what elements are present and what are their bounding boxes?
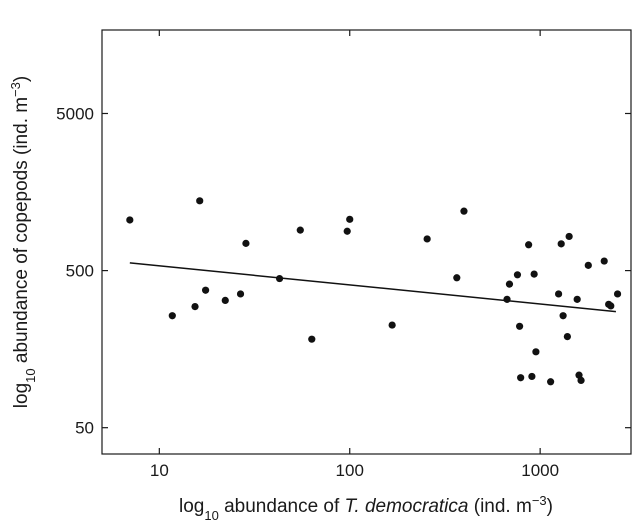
- x-tick-label: 100: [336, 461, 364, 480]
- data-point: [547, 378, 555, 386]
- data-point: [565, 232, 573, 241]
- y-tick-label: 500: [66, 262, 94, 281]
- data-point: [532, 348, 540, 356]
- data-point: [453, 274, 461, 282]
- data-point: [557, 240, 565, 248]
- data-point: [296, 226, 304, 234]
- data-point: [505, 280, 514, 288]
- data-point: [201, 286, 210, 294]
- data-point: [503, 295, 511, 303]
- plot-frame: [101, 29, 632, 455]
- data-point: [236, 290, 245, 298]
- axis-ticks: [102, 30, 631, 454]
- data-point: [525, 241, 533, 249]
- data-point: [528, 372, 536, 381]
- data-point: [168, 312, 176, 320]
- data-point: [126, 216, 134, 224]
- data-point: [530, 270, 538, 278]
- data-point: [607, 302, 615, 310]
- data-point: [573, 295, 581, 303]
- data-point: [275, 274, 284, 283]
- data-point: [517, 374, 525, 382]
- y-axis-title: log10 abundance of copepods (ind. m−3): [8, 76, 38, 408]
- data-point: [346, 215, 354, 223]
- data-point: [388, 321, 396, 329]
- data-point: [460, 207, 468, 215]
- data-points: [126, 197, 622, 386]
- data-point: [516, 322, 524, 330]
- data-point: [343, 227, 351, 235]
- data-point: [308, 335, 316, 343]
- trend-line: [129, 262, 616, 313]
- data-point: [577, 376, 585, 384]
- data-point: [613, 290, 622, 298]
- data-point: [196, 197, 204, 205]
- data-point: [600, 257, 608, 265]
- axis-tick-labels: 10 100 1000 50 500 5000: [56, 104, 559, 480]
- data-point: [221, 296, 229, 305]
- data-point: [563, 333, 571, 341]
- y-tick-label: 5000: [56, 104, 94, 123]
- data-point: [242, 239, 250, 247]
- data-point: [423, 235, 431, 243]
- x-axis-title: log10 abundance of T. democratica (ind. …: [179, 493, 553, 521]
- data-point: [559, 312, 567, 320]
- x-tick-label: 10: [150, 461, 169, 480]
- data-point: [513, 271, 522, 279]
- data-point: [584, 261, 592, 269]
- data-point: [555, 290, 563, 298]
- x-tick-label: 1000: [521, 461, 559, 480]
- data-point: [191, 302, 199, 311]
- y-tick-label: 50: [75, 419, 94, 438]
